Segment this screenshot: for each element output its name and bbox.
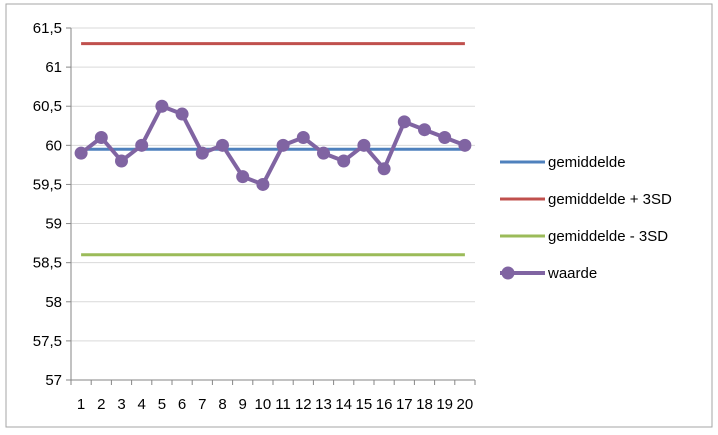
data-point — [357, 138, 371, 152]
y-tick-labels: 57 57,5 58 58,5 59 59,5 60 60,5 61 61,5 — [33, 20, 62, 389]
x-tick-label: 12 — [295, 396, 312, 413]
series-3 — [74, 99, 472, 191]
legend-marker — [501, 266, 515, 280]
legend-item: gemiddelde + 3SD — [500, 191, 672, 208]
legend-item: gemiddelde — [500, 154, 626, 171]
x-tick-label: 10 — [255, 396, 272, 413]
data-point — [195, 146, 209, 160]
x-tick-label: 2 — [97, 396, 105, 413]
legend-label: gemiddelde — [548, 154, 626, 171]
data-point — [317, 146, 330, 160]
x-tick-label: 8 — [218, 396, 226, 413]
chart-area-border — [5, 3, 713, 428]
y-tick-label: 59 — [45, 216, 62, 233]
data-point — [458, 138, 472, 152]
x-tick-label: 6 — [178, 396, 186, 413]
x-tick-label: 17 — [396, 396, 413, 413]
data-point — [216, 138, 229, 152]
y-tick-label: 59,5 — [33, 176, 62, 193]
gridlines — [71, 27, 475, 342]
legend-item: waarde — [500, 265, 597, 282]
x-tick-label: 20 — [457, 396, 474, 413]
x-tick-label: 14 — [335, 396, 352, 413]
data-point — [175, 107, 189, 121]
data-point — [438, 131, 452, 145]
legend-label: gemiddelde + 3SD — [548, 191, 672, 208]
data-point — [155, 99, 169, 113]
x-tick-label: 5 — [158, 396, 166, 413]
series-line — [79, 104, 466, 187]
data-point — [74, 146, 88, 160]
y-tick-label: 61,5 — [33, 20, 62, 37]
x-tick-label: 7 — [198, 396, 206, 413]
x-tick-label: 13 — [315, 396, 332, 413]
data-point — [135, 138, 149, 152]
x-tick-labels: 1 2 3 4 5 6 7 8 9 10 11 12 13 14 15 16 17 18 19 20 — [77, 396, 473, 413]
y-tick-label: 61 — [45, 59, 62, 76]
data-point — [296, 131, 310, 145]
x-tick-label: 1 — [77, 396, 85, 413]
data-point — [94, 131, 108, 145]
y-tick-label: 57,5 — [33, 333, 62, 350]
legend-label: gemiddelde - 3SD — [548, 228, 668, 245]
data-point — [276, 138, 290, 152]
x-tick-label: 9 — [239, 396, 247, 413]
legend-label: waarde — [547, 265, 597, 282]
y-tick-label: 58,5 — [33, 255, 62, 272]
data-point — [236, 170, 250, 184]
data-point — [397, 115, 411, 129]
x-tick-label: 3 — [117, 396, 125, 413]
legend-item: gemiddelde - 3SD — [500, 228, 668, 245]
x-tick-label: 4 — [138, 396, 146, 413]
y-tick-label: 58 — [45, 294, 62, 311]
legend: gemiddelde gemiddelde + 3SD gemiddelde - 3… — [500, 154, 672, 282]
y-tick-label: 60,5 — [33, 98, 62, 115]
data-point — [256, 177, 270, 191]
x-tick-label: 11 — [275, 396, 291, 413]
series-lines — [74, 42, 472, 257]
x-tick-label: 15 — [356, 396, 373, 413]
data-point — [337, 154, 351, 168]
x-tick-label: 19 — [436, 396, 453, 413]
data-point — [377, 162, 391, 176]
x-tick-label: 16 — [376, 396, 393, 413]
data-point — [418, 123, 431, 137]
x-tick-label: 18 — [416, 396, 433, 413]
y-tick-label: 60 — [45, 137, 62, 154]
data-point — [115, 154, 128, 168]
axes — [66, 27, 476, 385]
y-tick-label: 57 — [45, 372, 62, 389]
